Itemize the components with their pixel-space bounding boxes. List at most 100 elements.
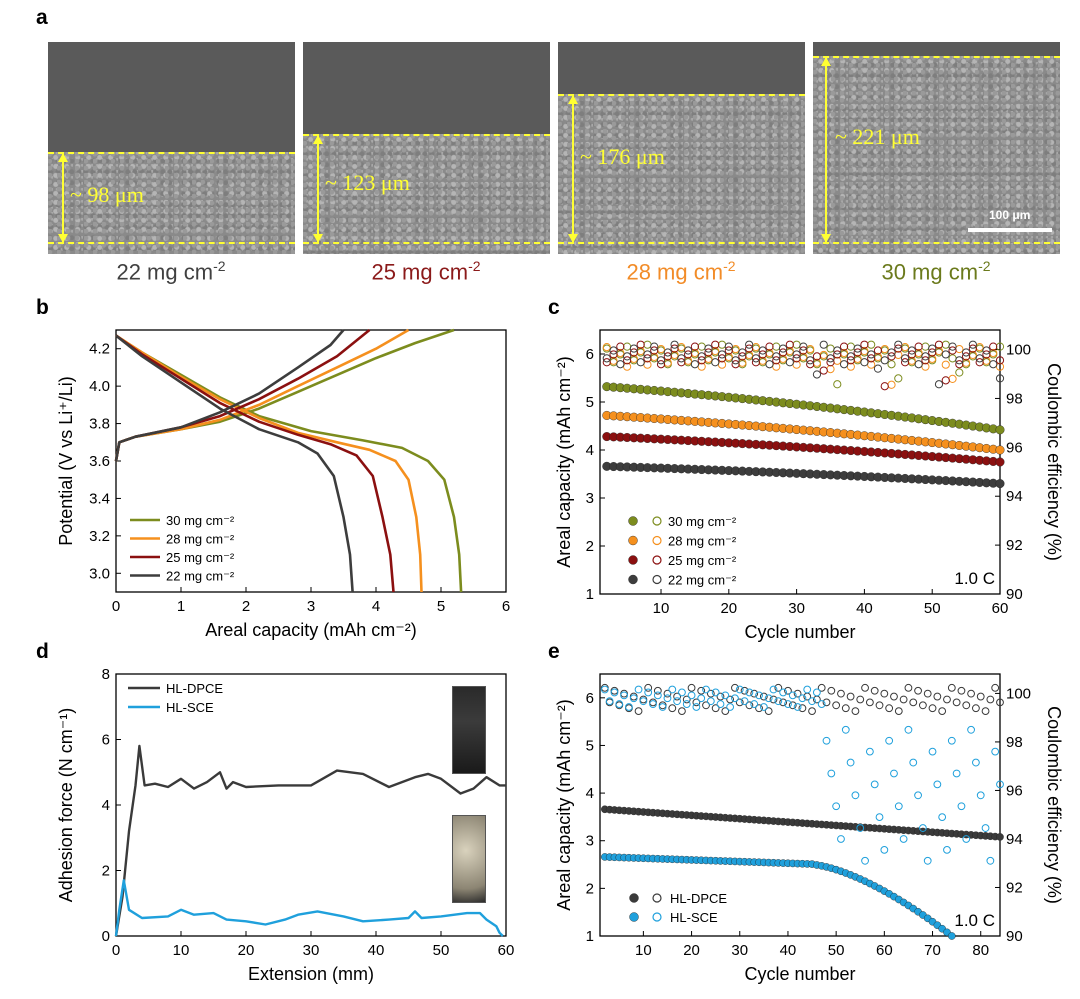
ce-point	[759, 703, 768, 711]
y-tick-label: 5	[586, 394, 594, 411]
capacity-point	[625, 853, 633, 862]
capacity-point	[798, 469, 808, 479]
capacity-point	[697, 812, 706, 820]
ce-point	[995, 342, 1005, 351]
legend-label: 28 mg cm⁻²	[668, 534, 737, 549]
y-tick-label: 5	[586, 737, 594, 754]
chart-d: 0 10 20 30 40 50 60 0 2 4 6 8 Extension (mm) Adhesion…	[56, 666, 514, 984]
capacity-point	[670, 464, 680, 474]
capacity-point	[981, 478, 991, 488]
ce-point	[690, 342, 700, 351]
capacity-point	[920, 475, 930, 485]
ce-point	[785, 348, 794, 357]
y-tick-label: 3.4	[89, 490, 110, 507]
ce-point	[865, 747, 874, 756]
capacity-point	[615, 806, 624, 815]
ce-point	[962, 360, 971, 369]
legend-open-marker	[652, 516, 662, 526]
y2-tick-label: 96	[1006, 782, 1023, 799]
capacity-point	[866, 879, 874, 888]
x-tick-label: 5	[437, 598, 445, 615]
capacity-point	[784, 818, 792, 826]
x-tick-label: 60	[498, 942, 515, 959]
ce-point	[995, 362, 1005, 371]
ce-point	[677, 344, 686, 353]
capacity-point	[813, 820, 821, 828]
ce-point	[803, 692, 812, 701]
capacity-point	[629, 854, 638, 862]
capacity-point	[649, 854, 657, 863]
ce-point	[678, 707, 686, 716]
ce-point	[629, 354, 638, 363]
legend-open-marker	[652, 893, 662, 903]
y2-tick-label: 100	[1006, 685, 1031, 702]
capacity-point	[805, 401, 815, 411]
ce-point	[798, 704, 807, 713]
ce-point	[750, 689, 759, 698]
plot-frame	[599, 673, 1001, 937]
capacity-point	[620, 806, 628, 815]
capacity-point	[893, 411, 903, 421]
ce-point	[643, 350, 652, 359]
capacity-point	[846, 405, 856, 415]
ce-point	[827, 769, 836, 778]
y2-tick-label: 90	[1006, 586, 1023, 603]
ce-point	[837, 689, 845, 698]
capacity-point	[710, 391, 720, 401]
y2-tick-label: 94	[1006, 488, 1023, 505]
capacity-point	[968, 455, 978, 465]
capacity-point	[629, 384, 639, 394]
capacity-point	[670, 415, 680, 425]
ce-point	[928, 344, 937, 353]
ce-point	[704, 344, 713, 353]
y-tick-label: 4	[102, 797, 110, 814]
series-line	[114, 328, 455, 462]
capacity-point	[764, 858, 773, 867]
ce-point	[812, 370, 822, 379]
ce-point	[887, 348, 896, 357]
capacity-point	[943, 928, 951, 937]
capacity-point	[622, 383, 632, 393]
ce-point	[812, 358, 822, 367]
x-tick-label: 30	[788, 600, 805, 617]
legend-open-marker	[652, 555, 662, 565]
x-axis-label: Extension (mm)	[248, 964, 374, 984]
ce-point	[684, 358, 693, 367]
y-tick-label: 4	[586, 442, 594, 459]
ce-point	[711, 348, 720, 357]
capacity-point	[981, 423, 991, 433]
capacity-point	[663, 435, 673, 445]
capacity-point	[610, 806, 619, 814]
capacity-point	[636, 462, 646, 472]
capacity-point	[962, 830, 971, 839]
ce-point	[663, 358, 672, 367]
capacity-point	[663, 809, 672, 818]
capacity-point	[991, 832, 999, 841]
capacity-point	[615, 432, 625, 442]
capacity-point	[676, 388, 686, 398]
ce-point	[875, 701, 884, 710]
legend-label: HL-DPCE	[166, 681, 223, 696]
ce-point	[851, 707, 860, 716]
plot-frame	[599, 329, 1001, 595]
ce-point	[975, 343, 984, 352]
ce-point	[717, 350, 727, 359]
ce-point	[610, 686, 619, 695]
loading-label-28: 28 mg cm-2	[626, 258, 736, 285]
ce-point	[774, 683, 783, 692]
ce-point	[704, 356, 713, 365]
capacity-point	[663, 855, 672, 863]
thickness-label-22: ~ 98 μm	[70, 182, 144, 207]
ce-point	[779, 688, 788, 697]
ce-point	[605, 698, 614, 707]
ce-point	[832, 701, 841, 710]
legend-open-marker	[652, 535, 662, 546]
capacity-point	[923, 828, 932, 836]
ce-point	[649, 698, 657, 707]
ce-point	[952, 769, 961, 778]
y-tick-label: 2	[102, 863, 110, 880]
capacity-point	[687, 811, 696, 820]
ce-point	[856, 824, 865, 832]
x-tick-label: 3	[307, 598, 315, 615]
ce-point	[639, 695, 648, 704]
